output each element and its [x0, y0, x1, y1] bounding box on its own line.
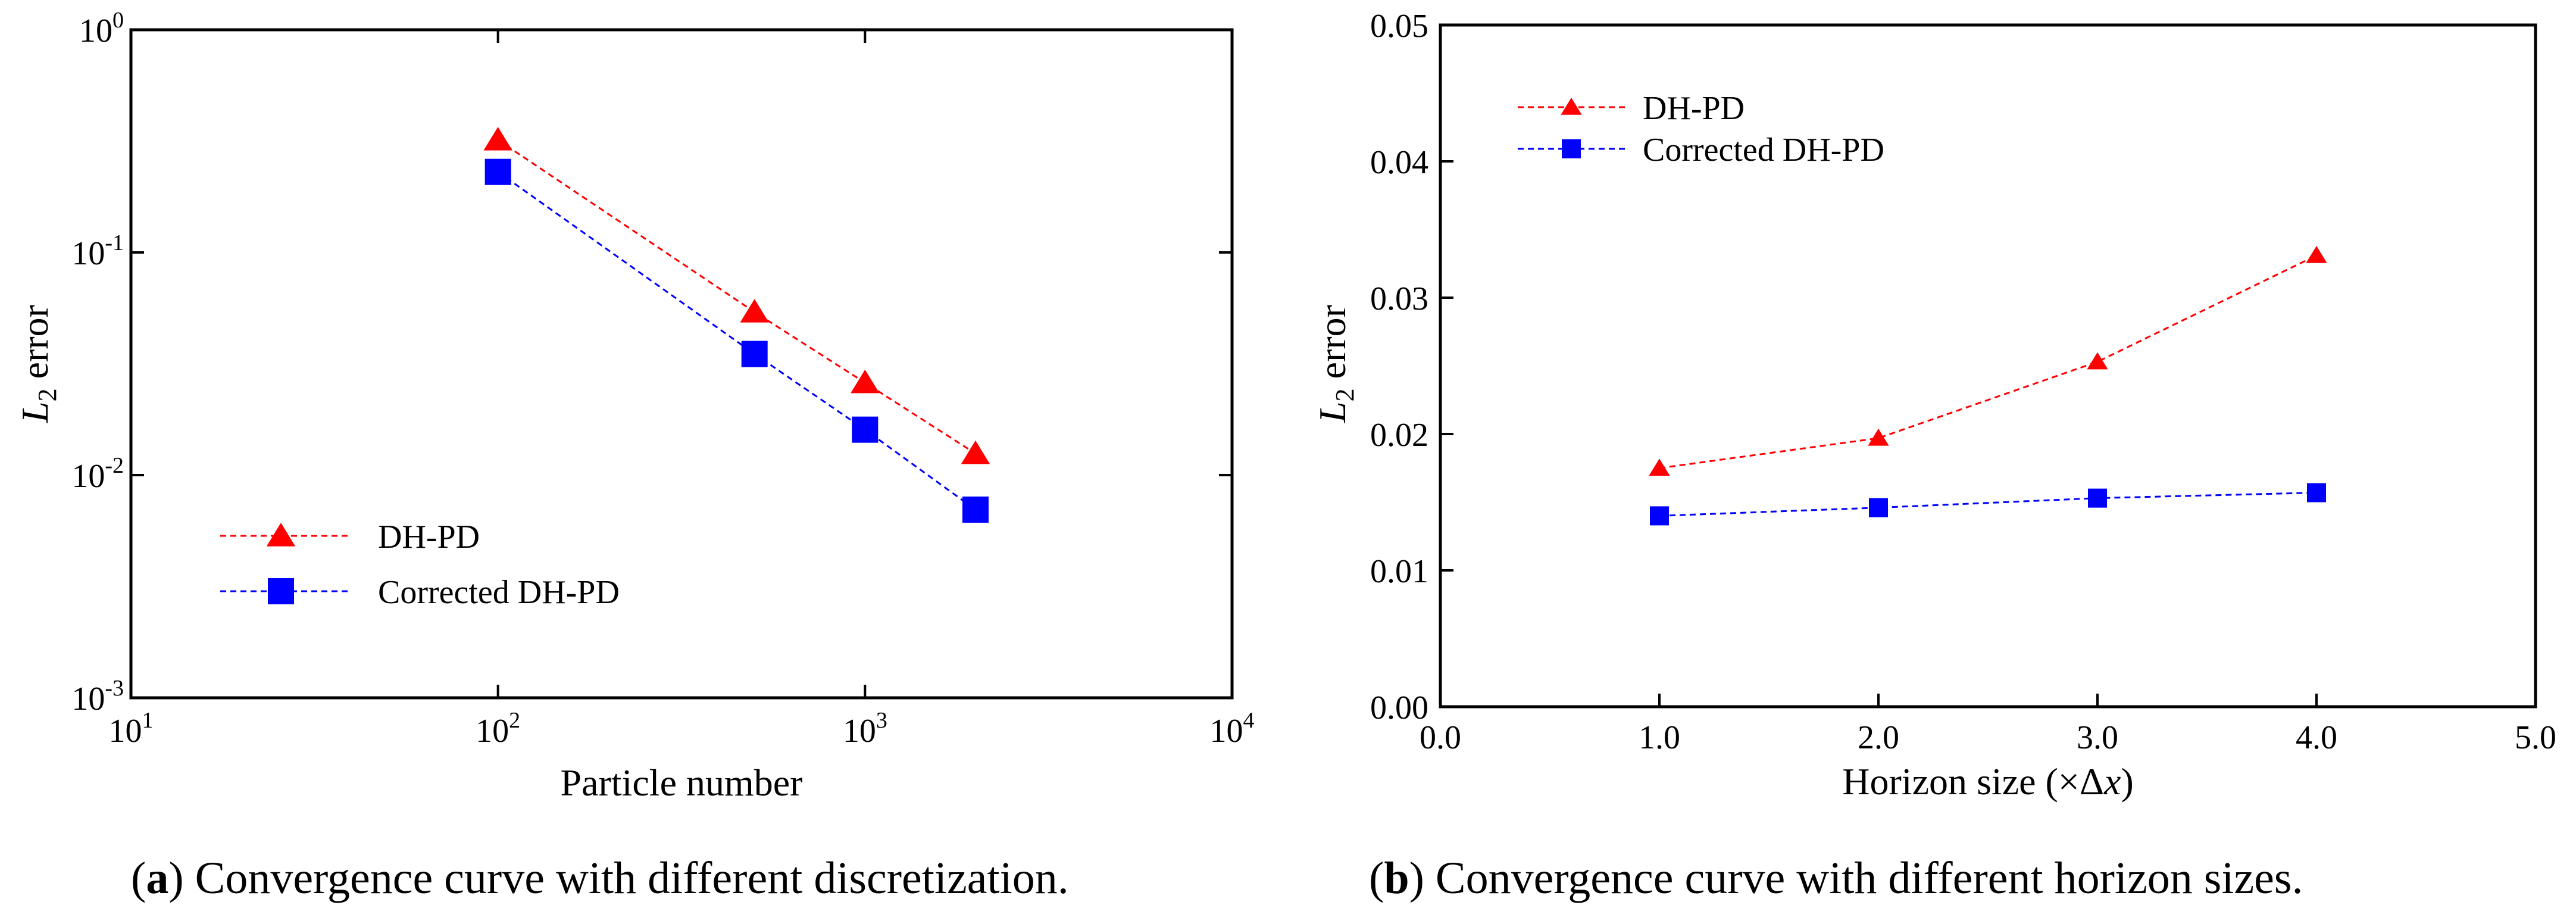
y-tick-label: 0.04	[1370, 144, 1428, 181]
legend-label-corrected-dh-pd: Corrected DH-PD	[1643, 132, 1884, 168]
data-point-dh-pd	[2306, 246, 2327, 263]
y-tick-label: 0.01	[1370, 553, 1428, 590]
y-tick-label: 100	[79, 8, 124, 49]
legend-marker-dh-pd	[1561, 98, 1582, 115]
x-tick-label: 3.0	[2077, 719, 2118, 756]
legend-label-corrected-dh-pd: Corrected DH-PD	[378, 574, 620, 611]
data-point-corrected-dh-pd	[2307, 483, 2326, 503]
series-line-corrected-dh-pd	[1659, 491, 2317, 517]
legend-label-dh-pd: DH-PD	[378, 519, 480, 556]
data-point-corrected-dh-pd	[484, 158, 511, 185]
x-tick-label: 103	[843, 708, 887, 750]
legend-marker-dh-pd	[266, 523, 296, 547]
caption-a: (a) Convergence curve with different dis…	[131, 853, 1069, 903]
caption-b: (b) Convergence curve with different hor…	[1369, 853, 2303, 903]
legend-label-dh-pd: DH-PD	[1643, 90, 1745, 127]
x-tick-label: 1.0	[1639, 719, 1680, 756]
legend-marker-corrected-dh-pd	[1562, 139, 1581, 158]
data-point-dh-pd	[740, 299, 769, 323]
data-point-dh-pd	[961, 440, 990, 464]
y-axis-label: L2 error	[14, 305, 62, 423]
data-point-dh-pd	[1868, 428, 1889, 446]
x-tick-label: 101	[109, 708, 154, 750]
data-point-dh-pd	[2087, 352, 2108, 370]
y-tick-label: 10-1	[71, 230, 124, 272]
panel-a-chart: 101 102 103 104 10-3 10-2 10-1 100 DH-PD Correct…	[14, 8, 1255, 804]
x-axis-label: Particle number	[561, 762, 803, 804]
x-tick-label: 0.0	[1420, 719, 1461, 756]
plot-area-frame	[1439, 23, 2537, 709]
legend-marker-corrected-dh-pd	[268, 578, 294, 604]
series-line-dh-pd	[1659, 254, 2317, 469]
data-point-corrected-dh-pd	[1869, 498, 1888, 517]
series-line-corrected-dh-pd	[497, 171, 976, 511]
x-tick-label: 104	[1210, 708, 1255, 750]
x-tick-label: 4.0	[2296, 719, 2337, 756]
y-tick-label: 0.02	[1370, 417, 1428, 454]
data-point-corrected-dh-pd	[1650, 506, 1669, 526]
y-tick-label: 0.03	[1370, 280, 1428, 317]
y-tick-label: 0.05	[1370, 8, 1428, 45]
y-tick-label: 10-2	[71, 453, 124, 495]
x-tick-label: 5.0	[2515, 719, 2556, 756]
data-point-corrected-dh-pd	[2088, 488, 2107, 508]
data-point-corrected-dh-pd	[741, 341, 768, 367]
plot-area-frame	[129, 28, 1234, 700]
y-axis-label: L2 error	[1311, 305, 1359, 423]
series-line-dh-pd	[497, 139, 976, 455]
x-tick-label: 2.0	[1858, 719, 1899, 756]
panel-b-chart: 0.0 1.0 2.0 3.0 4.0 5.0 0.00 0.01 0.02 0.03 0.04 0.…	[1311, 8, 2556, 803]
data-point-dh-pd	[851, 369, 880, 394]
data-point-corrected-dh-pd	[852, 416, 879, 443]
x-axis-label: Horizon size (×Δx)	[1842, 760, 2134, 803]
y-tick-label: 10-3	[71, 676, 124, 717]
data-point-dh-pd	[483, 127, 512, 151]
data-point-corrected-dh-pd	[962, 496, 989, 523]
y-tick-label: 0.00	[1370, 689, 1428, 726]
x-tick-label: 102	[476, 708, 520, 750]
data-point-dh-pd	[1649, 458, 1670, 476]
